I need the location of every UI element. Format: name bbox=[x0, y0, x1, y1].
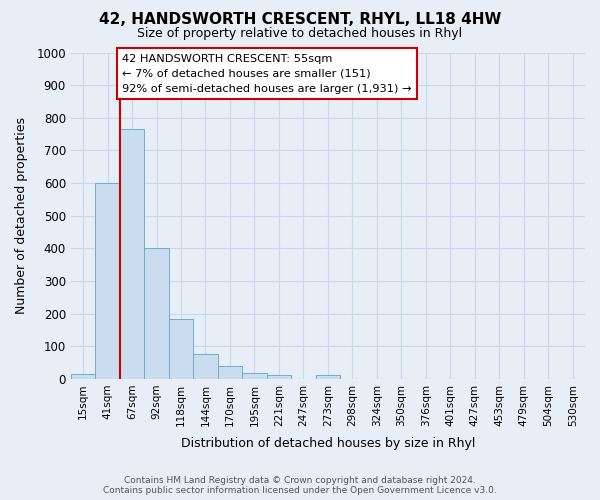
Bar bbox=[169, 318, 193, 379]
Bar bbox=[144, 248, 169, 379]
Text: 42, HANDSWORTH CRESCENT, RHYL, LL18 4HW: 42, HANDSWORTH CRESCENT, RHYL, LL18 4HW bbox=[99, 12, 501, 28]
X-axis label: Distribution of detached houses by size in Rhyl: Distribution of detached houses by size … bbox=[181, 437, 475, 450]
Text: Size of property relative to detached houses in Rhyl: Size of property relative to detached ho… bbox=[137, 28, 463, 40]
Y-axis label: Number of detached properties: Number of detached properties bbox=[15, 117, 28, 314]
Bar bbox=[71, 374, 95, 379]
Text: Contains public sector information licensed under the Open Government Licence v3: Contains public sector information licen… bbox=[103, 486, 497, 495]
Bar bbox=[120, 129, 144, 379]
Text: 42 HANDSWORTH CRESCENT: 55sqm
← 7% of detached houses are smaller (151)
92% of s: 42 HANDSWORTH CRESCENT: 55sqm ← 7% of de… bbox=[122, 54, 412, 94]
Bar bbox=[193, 354, 218, 379]
Text: Contains HM Land Registry data © Crown copyright and database right 2024.: Contains HM Land Registry data © Crown c… bbox=[124, 476, 476, 485]
Bar bbox=[242, 373, 266, 379]
Bar bbox=[266, 375, 291, 379]
Bar bbox=[95, 183, 120, 379]
Bar bbox=[218, 366, 242, 379]
Bar bbox=[316, 375, 340, 379]
